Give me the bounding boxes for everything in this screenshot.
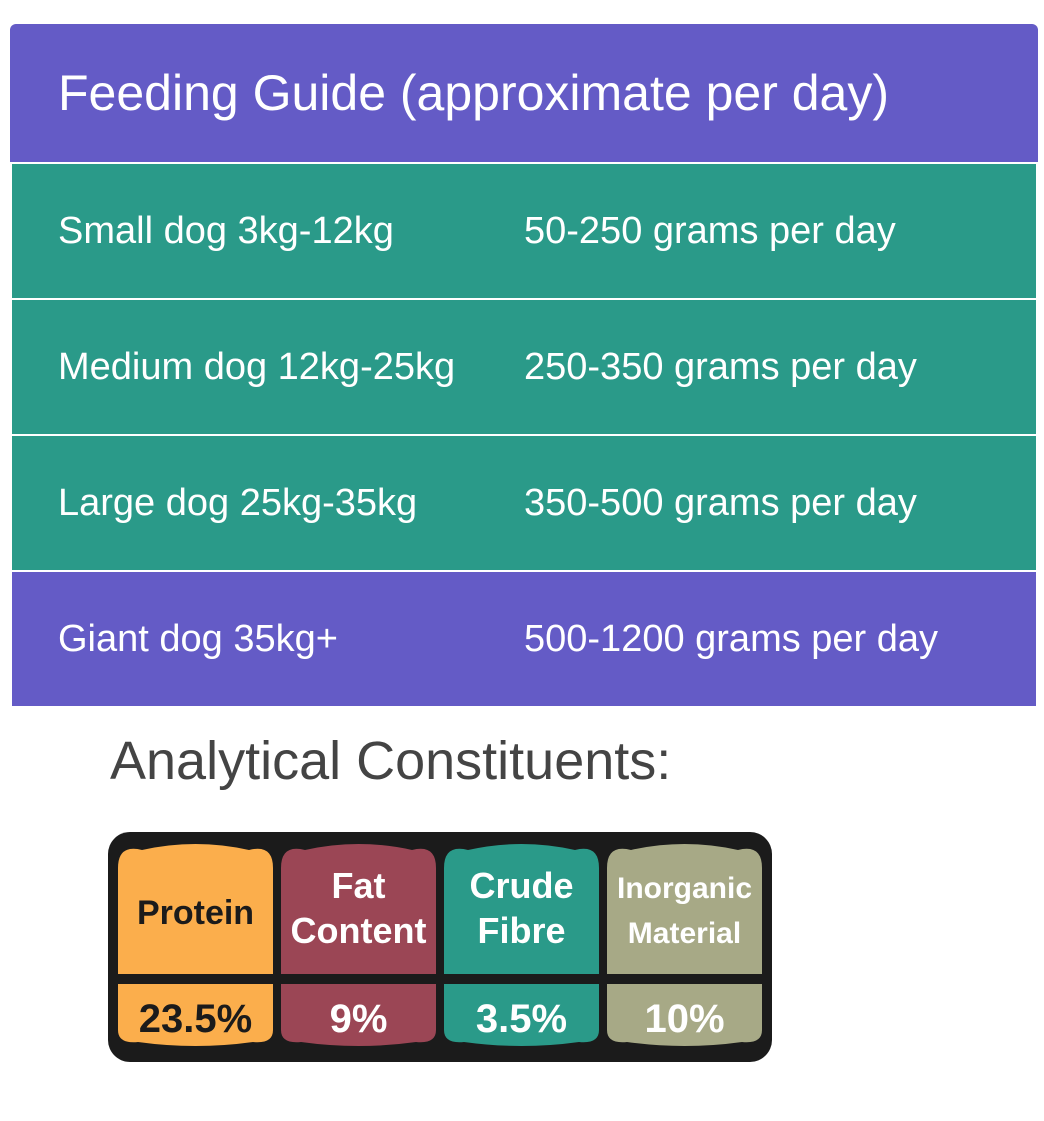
feeding-amount: 250-350 grams per day xyxy=(524,345,917,388)
fat-content-panel xyxy=(281,844,436,974)
crude-fibre-label-line1: Crude xyxy=(469,865,573,906)
crude-fibre-panel xyxy=(444,844,599,974)
protein-value-panel xyxy=(118,984,273,1046)
inorganic-material-label-line2: Material xyxy=(628,917,741,950)
crude-fibre-label-line2: Fibre xyxy=(477,910,565,951)
dog-size-label: Medium dog 12kg-25kg xyxy=(58,345,456,388)
dog-size-label: Giant dog 35kg+ xyxy=(58,617,338,660)
crude-fibre-value-panel xyxy=(444,984,599,1046)
fat-content-label-line2: Content xyxy=(291,910,427,951)
inorganic-material-value: 10% xyxy=(644,997,724,1041)
analytical-constituents-title: Analytical Constituents: xyxy=(110,731,672,791)
inorganic-material-value-panel xyxy=(607,984,762,1046)
feeding-amount: 50-250 grams per day xyxy=(524,209,896,252)
feeding-row-medium: Medium dog 12kg-25kg 250-350 grams per d… xyxy=(12,300,1036,434)
inorganic-material-label-line1: Inorganic xyxy=(617,872,752,905)
dog-size-label: Large dog 25kg-35kg xyxy=(58,481,418,524)
feeding-row-giant: Giant dog 35kg+ 500-1200 grams per day xyxy=(12,572,1036,706)
feeding-row-small: Small dog 3kg-12kg 50-250 grams per day xyxy=(12,164,1036,298)
feeding-guide-table: Feeding Guide (approximate per day) Smal… xyxy=(10,24,1038,706)
feeding-row-large: Large dog 25kg-35kg 350-500 grams per da… xyxy=(12,436,1036,570)
protein-panel xyxy=(118,844,273,974)
fat-content-value-panel xyxy=(281,984,436,1046)
feeding-amount: 500-1200 grams per day xyxy=(524,617,939,660)
protein-value: 23.5% xyxy=(139,997,252,1041)
inorganic-material-panel xyxy=(607,844,762,974)
fat-content-value: 9% xyxy=(330,997,388,1041)
constituents-badge-strip: Protein 23.5% Fat Content 9% Crude Fibre 3.5% In… xyxy=(108,828,772,1064)
protein-label: Protein xyxy=(137,894,254,932)
dog-size-label: Small dog 3kg-12kg xyxy=(58,209,394,252)
feeding-amount: 350-500 grams per day xyxy=(524,481,917,524)
crude-fibre-value: 3.5% xyxy=(476,997,567,1041)
feeding-guide-title: Feeding Guide (approximate per day) xyxy=(10,24,1038,162)
fat-content-label-line1: Fat xyxy=(332,865,386,906)
badge-frame xyxy=(108,832,772,1062)
